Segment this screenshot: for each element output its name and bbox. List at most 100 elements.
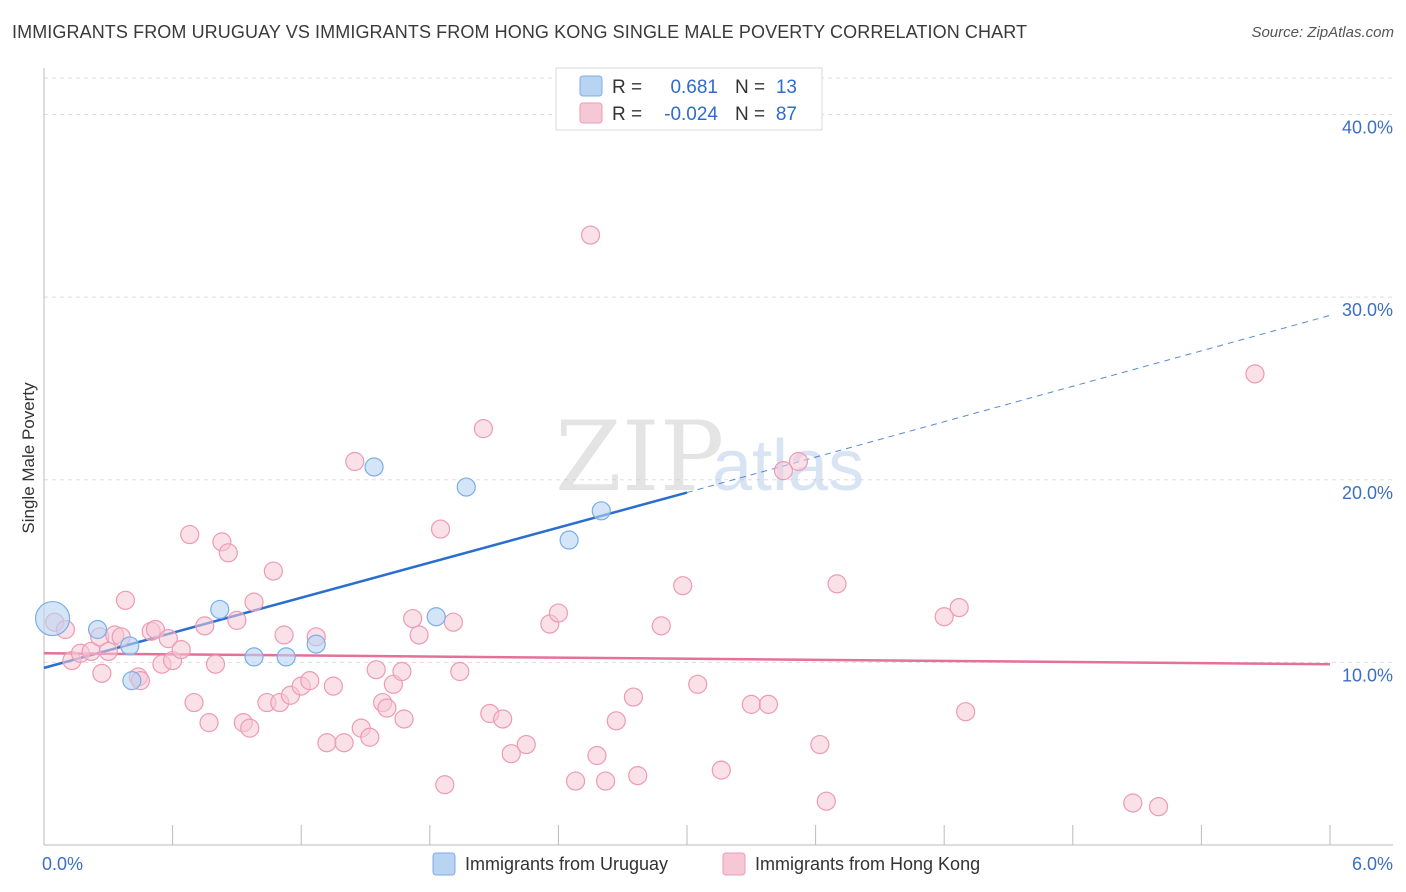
y-axis-label: Single Male Poverty <box>19 382 38 534</box>
uruguay-point <box>34 600 71 637</box>
axes <box>43 68 1393 846</box>
uruguay-point <box>87 619 108 640</box>
hongkong-point <box>180 524 200 545</box>
hongkong-point <box>949 597 969 618</box>
y-tick-label-20: 20.0% <box>1342 483 1393 503</box>
hongkong-point <box>501 744 521 764</box>
hongkong-point <box>392 661 412 682</box>
hongkong-points <box>45 225 1265 817</box>
hongkong-point <box>366 660 386 680</box>
hongkong-point <box>199 713 219 733</box>
hongkong-point <box>1245 364 1265 384</box>
hongkong-point <box>548 603 569 623</box>
hongkong-point <box>98 641 118 662</box>
hongkong-point <box>244 592 264 612</box>
hongkong-point <box>587 745 607 766</box>
hongkong-point <box>360 727 380 747</box>
legend-n-value-hongkong: 87 <box>776 104 797 125</box>
hongkong-point <box>92 663 112 683</box>
chart-title: IMMIGRANTS FROM URUGUAY VS IMMIGRANTS FR… <box>12 22 1028 42</box>
series-legend-swatch-hongkong <box>722 852 746 876</box>
legend-n-label-uruguay: N = <box>735 77 765 98</box>
hongkong-point <box>516 734 536 755</box>
hongkong-point <box>115 590 136 610</box>
uruguay-point <box>456 477 476 497</box>
x-tick-label-max: 6.0% <box>1352 854 1393 874</box>
correlation-legend: R = 0.681 N = 13 R = -0.024 N = 87 <box>555 67 823 131</box>
grid-lines <box>44 77 1393 663</box>
hongkong-point <box>956 702 976 722</box>
legend-swatch-uruguay <box>579 75 603 97</box>
hongkong-point <box>377 698 397 718</box>
uruguay-point <box>591 501 611 521</box>
hongkong-point <box>394 709 414 729</box>
legend-swatch-hongkong <box>579 102 603 124</box>
hongkong-point <box>435 775 455 795</box>
hongkong-point <box>218 543 238 563</box>
y-tick-labels: 10.0% 20.0% 30.0% 40.0% <box>1342 118 1393 686</box>
hongkong-point <box>240 718 260 738</box>
hongkong-point <box>473 419 493 439</box>
hongkong-point <box>816 791 836 811</box>
hongkong-point <box>403 608 423 629</box>
legend-r-label-hongkong: R = <box>612 104 642 125</box>
hongkong-point <box>334 733 354 753</box>
legend-r-label-uruguay: R = <box>612 77 642 98</box>
series-legend-label-hongkong: Immigrants from Hong Kong <box>755 854 980 874</box>
legend-r-value-hongkong: -0.024 <box>664 104 718 125</box>
legend-r-value-uruguay: 0.681 <box>670 77 718 98</box>
hongkong-point <box>628 766 648 786</box>
hongkong-point <box>409 625 429 645</box>
hongkong-point <box>184 692 204 713</box>
series-legend: Immigrants from Uruguay Immigrants from … <box>432 852 980 876</box>
hongkong-point <box>565 771 586 791</box>
hongkong-point <box>317 733 337 753</box>
hongkong-point <box>158 629 178 649</box>
uruguay-point <box>364 457 384 477</box>
series-legend-swatch-uruguay <box>432 852 456 876</box>
hongkong-point <box>606 711 626 731</box>
hongkong-point <box>1148 797 1169 817</box>
hongkong-point <box>827 574 847 594</box>
hongkong-point <box>934 607 954 627</box>
y-tick-label-10: 10.0% <box>1342 665 1393 685</box>
y-tick-label-40: 40.0% <box>1342 118 1393 138</box>
hongkong-point <box>773 461 794 481</box>
legend-n-label-hongkong: N = <box>735 104 765 125</box>
hongkong-point <box>651 616 671 636</box>
hongkong-point <box>758 694 779 714</box>
uruguay-point <box>306 634 326 654</box>
hongkong-point <box>443 612 463 632</box>
uruguay-point <box>122 671 142 691</box>
uruguay-point <box>120 636 140 656</box>
uruguay-point <box>210 599 230 620</box>
hongkong-point <box>711 760 731 780</box>
hongkong-point <box>623 687 644 707</box>
hongkong-point <box>345 451 365 472</box>
legend-n-value-uruguay: 13 <box>776 77 797 98</box>
x-tick-label-min: 0.0% <box>42 854 83 874</box>
series-legend-label-uruguay: Immigrants from Uruguay <box>465 854 668 874</box>
hongkong-point <box>323 676 343 696</box>
hongkong-point <box>430 519 451 539</box>
uruguay-trend-line <box>43 491 688 670</box>
hongkong-point <box>1123 793 1143 813</box>
watermark-zip: ZIP <box>555 401 724 513</box>
hongkong-point <box>741 694 761 714</box>
hongkong-point <box>450 661 470 682</box>
hongkong-point <box>195 616 215 636</box>
hongkong-point <box>227 610 247 630</box>
hongkong-point <box>810 734 830 755</box>
hongkong-point <box>580 225 601 245</box>
uruguay-point <box>426 607 446 627</box>
hongkong-point <box>788 451 809 472</box>
hongkong-point <box>493 709 513 729</box>
hongkong-point <box>688 674 708 694</box>
uruguay-points <box>34 457 611 691</box>
uruguay-point <box>559 530 579 550</box>
hongkong-point <box>171 639 191 660</box>
source-credit: Source: ZipAtlas.com <box>1251 24 1394 41</box>
hongkong-point <box>263 561 283 581</box>
hongkong-point <box>300 671 320 691</box>
